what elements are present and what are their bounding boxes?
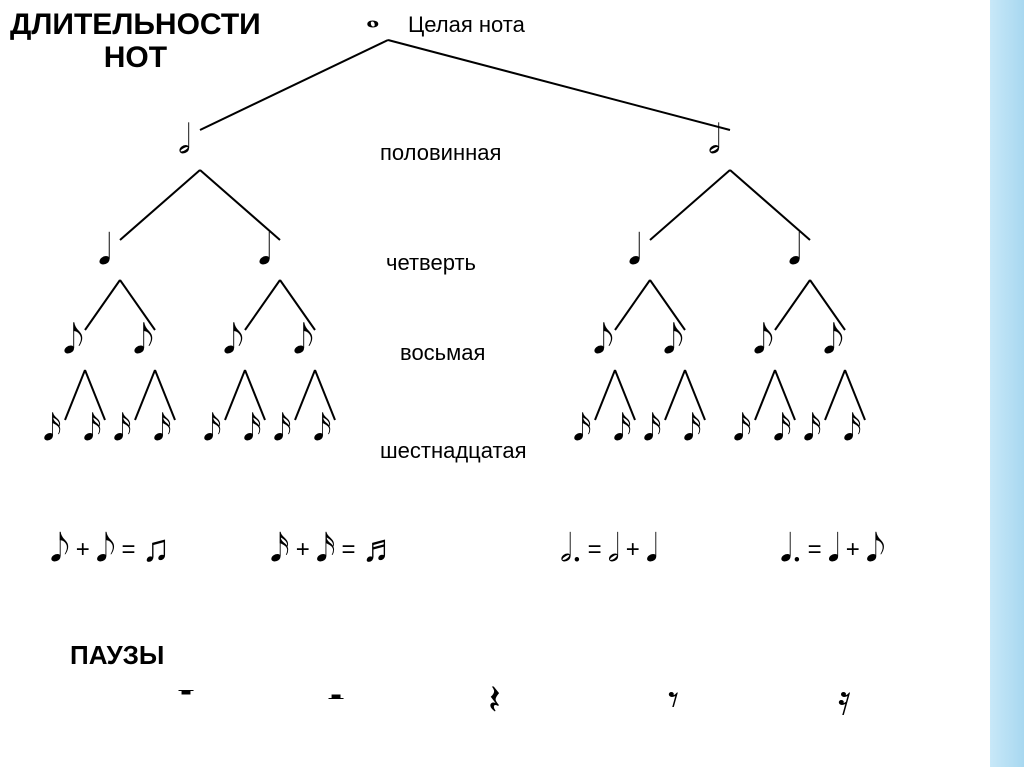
eq-operator: + [846, 536, 860, 568]
eq-operator: = [808, 536, 822, 568]
rest-2: 𝄽 [488, 680, 501, 722]
equation-1: 𝅘𝅥𝅯 + 𝅘𝅥𝅯 =♬ [270, 530, 400, 568]
label-eighth: восьмая [400, 340, 485, 366]
rest-1: 𝄼 [328, 680, 344, 722]
title-l1: ДЛИТЕЛЬНОСТИ [10, 8, 261, 41]
eq-note: 𝅗𝅥. [560, 530, 582, 568]
label-quarter: четверть [386, 250, 476, 276]
sixteenth-note: 𝅘𝅥𝅯 [113, 410, 132, 446]
eighth-note: 𝅘𝅥𝅮 [823, 320, 844, 360]
sixteenth-note: 𝅘𝅥𝅯 [613, 410, 632, 446]
quarter-note: 𝅘𝅥 [628, 230, 641, 272]
sixteenth-note: 𝅘𝅥𝅯 [273, 410, 292, 446]
eq-note: ♫ [142, 530, 171, 568]
diagram-content: ДЛИТЕЛЬНОСТИНОТ Целая нота половинная че… [0, 0, 990, 767]
rest-3: 𝄾 [668, 680, 679, 722]
rest-0: 𝄻 [178, 680, 194, 722]
eq-operator: + [626, 536, 640, 568]
eq-note: 𝅘𝅥𝅯 [316, 530, 336, 568]
title-l2: НОТ [10, 41, 261, 74]
eighth-note: 𝅘𝅥𝅮 [593, 320, 614, 360]
rests-title: ПАУЗЫ [70, 640, 164, 671]
eq-note: 𝅘𝅥𝅮 [96, 530, 116, 568]
sixteenth-note: 𝅘𝅥𝅯 [83, 410, 102, 446]
label-sixteenth: шестнадцатая [380, 438, 527, 464]
half-note: 𝅗𝅥 [178, 120, 191, 160]
eq-note: 𝅘𝅥. [780, 530, 802, 568]
label-whole: Целая нота [408, 12, 525, 38]
eq-operator: = [588, 536, 602, 568]
sixteenth-note: 𝅘𝅥𝅯 [643, 410, 662, 446]
sixteenth-note: 𝅘𝅥𝅯 [313, 410, 332, 446]
sixteenth-note: 𝅘𝅥𝅯 [573, 410, 592, 446]
eq-note: 𝅘𝅥𝅮 [50, 530, 70, 568]
sixteenth-note: 𝅘𝅥𝅯 [243, 410, 262, 446]
eighth-note: 𝅘𝅥𝅮 [223, 320, 244, 360]
sixteenth-note: 𝅘𝅥𝅯 [153, 410, 172, 446]
eq-note: 𝅘𝅥𝅮 [866, 530, 886, 568]
eq-note: ♬ [362, 530, 400, 568]
eq-note: 𝅘𝅥𝅯 [270, 530, 290, 568]
sixteenth-note: 𝅘𝅥𝅯 [43, 410, 62, 446]
equation-2: 𝅗𝅥. =𝅗𝅥+𝅘𝅥 [560, 530, 658, 568]
label-half: половинная [380, 140, 501, 166]
eq-note: 𝅘𝅥 [646, 530, 658, 568]
equation-0: 𝅘𝅥𝅮 + 𝅘𝅥𝅮 =♫ [50, 530, 170, 568]
eighth-note: 𝅘𝅥𝅮 [293, 320, 314, 360]
quarter-note: 𝅘𝅥 [258, 230, 271, 272]
sixteenth-note: 𝅘𝅥𝅯 [803, 410, 822, 446]
eq-operator: = [122, 536, 136, 568]
eq-operator: = [342, 536, 356, 568]
quarter-note: 𝅘𝅥 [788, 230, 801, 272]
eighth-note: 𝅘𝅥𝅮 [133, 320, 154, 360]
rest-4: 𝄿 [838, 680, 851, 722]
quarter-note: 𝅘𝅥 [98, 230, 111, 272]
eighth-note: 𝅘𝅥𝅮 [63, 320, 84, 360]
eq-note: 𝅘𝅥 [828, 530, 840, 568]
sixteenth-note: 𝅘𝅥𝅯 [773, 410, 792, 446]
sixteenth-note: 𝅘𝅥𝅯 [733, 410, 752, 446]
eighth-note: 𝅘𝅥𝅮 [663, 320, 684, 360]
eq-operator: + [296, 536, 310, 568]
eq-operator: + [76, 536, 90, 568]
sixteenth-note: 𝅘𝅥𝅯 [683, 410, 702, 446]
equation-3: 𝅘𝅥. =𝅘𝅥+ 𝅘𝅥𝅮 [780, 530, 885, 568]
side-gradient [990, 0, 1024, 767]
main-title: ДЛИТЕЛЬНОСТИНОТ [10, 8, 261, 74]
eighth-note: 𝅘𝅥𝅮 [753, 320, 774, 360]
eq-note: 𝅗𝅥 [608, 530, 620, 568]
sixteenth-note: 𝅘𝅥𝅯 [203, 410, 222, 446]
half-note: 𝅗𝅥 [708, 120, 721, 160]
sixteenth-note: 𝅘𝅥𝅯 [843, 410, 862, 446]
whole-note: 𝅝 [366, 0, 380, 34]
